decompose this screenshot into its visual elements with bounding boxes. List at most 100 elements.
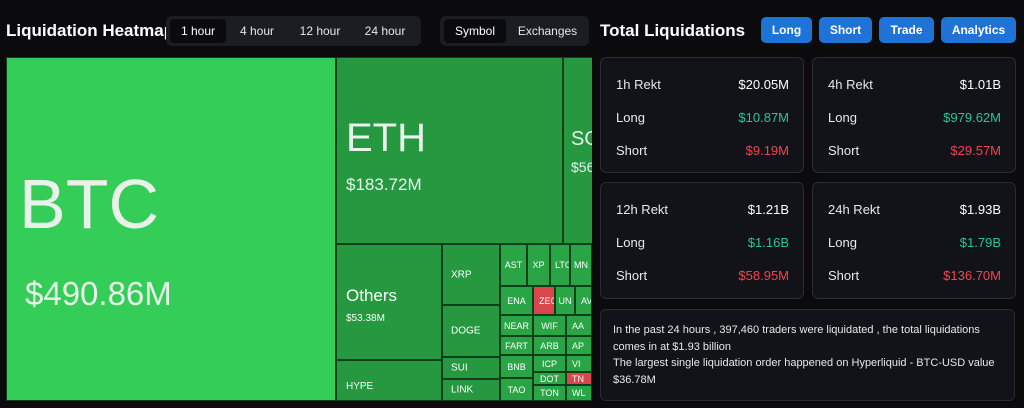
long-label: Long	[828, 235, 857, 250]
heatmap-tile-tn[interactable]: TN	[566, 372, 592, 385]
tile-symbol: AV	[581, 295, 592, 306]
heatmap-tile-eth[interactable]: ETH $183.72M	[336, 57, 563, 244]
heatmap-tile-dot[interactable]: DOT	[533, 372, 566, 385]
tile-symbol: WL	[572, 388, 586, 398]
short-value: $136.70M	[943, 268, 1001, 283]
short-label: Short	[828, 268, 860, 283]
tile-symbol: FART	[505, 340, 528, 351]
tile-symbol: XP	[532, 260, 545, 270]
heatmap-tile-bnb[interactable]: BNB	[500, 355, 533, 378]
long-value: $1.16B	[747, 235, 789, 250]
rekt-card-4h: 4h Rekt $1.01B Long $979.62M Short $29.57M	[812, 57, 1016, 173]
tile-symbol: TON	[540, 388, 559, 398]
short-label: Short	[616, 143, 648, 158]
tile-value: $183.72M	[346, 175, 422, 194]
tile-symbol: UN	[558, 295, 572, 306]
heatmap-tile-ena[interactable]: ENA	[500, 286, 533, 315]
tile-symbol: LINK	[451, 384, 474, 396]
tile-symbol: AP	[572, 340, 585, 351]
tile-value: $490.86M	[25, 275, 172, 312]
analytics-button[interactable]: Analytics	[941, 17, 1016, 43]
timeframe-12-hour-button[interactable]: 12 hour	[299, 24, 341, 38]
heatmap-tile-mn[interactable]: MN	[570, 244, 592, 286]
tile-value: $53.38M	[346, 313, 385, 324]
tile-symbol: BTC	[19, 165, 159, 243]
trade-button[interactable]: Trade	[879, 17, 934, 43]
rekt-card-1h: 1h Rekt $20.05M Long $10.87M Short $9.19M	[600, 57, 804, 173]
view-symbol-button[interactable]: Symbol	[444, 19, 506, 43]
timeframe-1-hour-button[interactable]: 1 hour	[170, 19, 226, 43]
tile-symbol: ZEC	[539, 295, 554, 306]
long-value: $10.87M	[738, 110, 789, 125]
liquidation-summary: In the past 24 hours , 397,460 traders w…	[600, 309, 1015, 401]
heatmap-tile-sol[interactable]: SO $56	[563, 57, 592, 244]
timeframe-4-hour-button[interactable]: 4 hour	[239, 24, 275, 38]
rekt-card-label: 4h Rekt	[828, 77, 873, 92]
heatmap-tile-doge[interactable]: DOGE	[442, 305, 500, 357]
long-label: Long	[616, 235, 645, 250]
summary-line-total: In the past 24 hours , 397,460 traders w…	[613, 324, 980, 353]
liquidation-heatmap: BTC $490.86M ETH $183.72M SO $56 Others …	[6, 57, 592, 401]
heatmap-tile-others[interactable]: Others $53.38M	[336, 244, 442, 360]
tile-symbol: Others	[346, 286, 398, 305]
rekt-total-value: $1.93B	[959, 202, 1001, 217]
tile-symbol: DOGE	[451, 325, 481, 337]
rekt-card-label: 12h Rekt	[616, 202, 669, 217]
tile-symbol: LTC	[555, 260, 570, 270]
timeframe-24-hour-button[interactable]: 24 hour	[364, 24, 406, 38]
heatmap-tile-ltc[interactable]: LTC	[550, 244, 570, 286]
heatmap-tile-near[interactable]: NEAR	[500, 315, 533, 336]
heatmap-tile-ast[interactable]: AST	[500, 244, 527, 286]
long-label: Long	[828, 110, 857, 125]
timeframe-selector: 1 hour 4 hour 12 hour 24 hour	[166, 16, 421, 46]
heatmap-tile-zec[interactable]: ZEC	[533, 286, 555, 315]
rekt-total-value: $20.05M	[738, 77, 789, 92]
short-button[interactable]: Short	[819, 17, 872, 43]
short-value: $9.19M	[745, 143, 789, 158]
tile-symbol: AA	[572, 320, 585, 331]
heatmap-tile-vi[interactable]: VI	[566, 355, 592, 372]
tile-symbol: ETH	[346, 116, 426, 160]
heatmap-tile-btc[interactable]: BTC $490.86M	[6, 57, 336, 401]
view-selector: Symbol Exchanges	[440, 16, 589, 46]
heatmap-title: Liquidation Heatmap	[6, 21, 175, 40]
heatmap-tile-arb[interactable]: ARB	[533, 336, 566, 355]
rekt-card-12h: 12h Rekt $1.21B Long $1.16B Short $58.95M	[600, 182, 804, 299]
tile-symbol: ENA	[507, 295, 526, 306]
heatmap-tile-tao[interactable]: TAO	[500, 378, 533, 401]
rekt-total-value: $1.21B	[747, 202, 789, 217]
tile-symbol: ICP	[541, 358, 558, 369]
tile-symbol: XRP	[451, 269, 472, 280]
tile-symbol: AST	[504, 260, 523, 270]
heatmap-tile-wl[interactable]: WL	[566, 385, 592, 401]
heatmap-tile-un[interactable]: UN	[555, 286, 575, 315]
rekt-total-value: $1.01B	[959, 77, 1001, 92]
long-value: $1.79B	[959, 235, 1001, 250]
total-liquidations-title: Total Liquidations	[600, 21, 746, 40]
rekt-card-24h: 24h Rekt $1.93B Long $1.79B Short $136.70M	[812, 182, 1016, 299]
heatmap-tile-icp[interactable]: ICP	[533, 355, 566, 372]
heatmap-tile-ton[interactable]: TON	[533, 385, 566, 401]
heatmap-tile-sui[interactable]: SUI	[442, 357, 500, 379]
heatmap-tile-fart[interactable]: FART	[500, 336, 533, 355]
tile-symbol: ARB	[540, 340, 559, 351]
heatmap-tile-link[interactable]: LINK	[442, 379, 500, 401]
short-label: Short	[616, 268, 648, 283]
heatmap-tile-xrp[interactable]: XRP	[442, 244, 500, 305]
heatmap-tile-ap[interactable]: AP	[566, 336, 592, 355]
view-exchanges-button[interactable]: Exchanges	[517, 24, 578, 38]
long-button[interactable]: Long	[761, 17, 812, 43]
tile-symbol: MN	[574, 260, 588, 270]
tile-symbol: TN	[572, 373, 584, 384]
tile-value: $56	[571, 159, 592, 175]
tile-symbol: VI	[572, 358, 581, 369]
heatmap-tile-aa[interactable]: AA	[566, 315, 592, 336]
tile-symbol: BNB	[507, 361, 526, 372]
long-value: $979.62M	[943, 110, 1001, 125]
heatmap-tile-av[interactable]: AV	[575, 286, 592, 315]
tile-symbol: TAO	[507, 384, 526, 395]
heatmap-tile-hype[interactable]: HYPE	[336, 360, 442, 401]
heatmap-tile-xp[interactable]: XP	[527, 244, 550, 286]
heatmap-tile-wif[interactable]: WIF	[533, 315, 566, 336]
short-value: $58.95M	[738, 268, 789, 283]
